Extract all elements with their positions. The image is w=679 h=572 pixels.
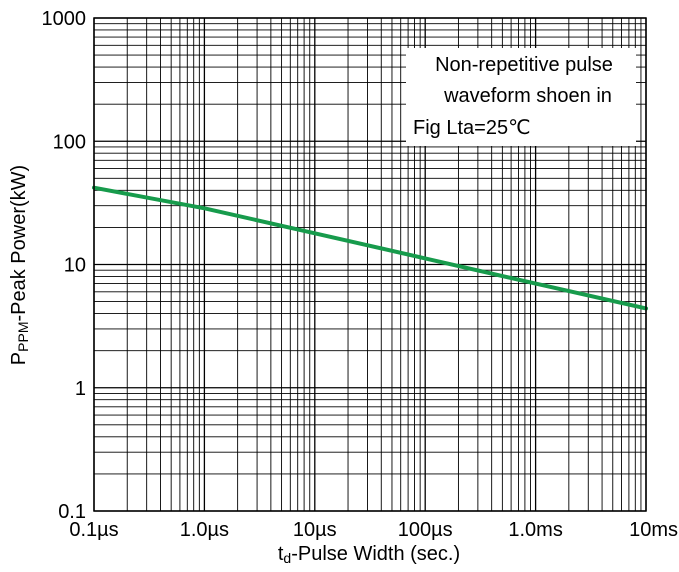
plot-frame — [93, 17, 647, 512]
annotation-box: Non-repetitive pulse waveform shoen in F… — [406, 48, 636, 146]
y-tick-labels: 0.1 1 10 100 1000 — [42, 8, 87, 523]
x-tick-label: 100µs — [398, 519, 453, 541]
series-layer — [92, 185, 648, 311]
x-tick-label: 1.0µs — [180, 519, 229, 541]
y-tick-label: 0.1 — [58, 501, 86, 523]
series-line — [92, 185, 648, 311]
y-tick-label: 10 — [64, 255, 86, 277]
x-tick-label: 10ms — [629, 519, 678, 541]
x-tick-label: 1.0ms — [508, 519, 562, 541]
x-axis-title: td-Pulse Width (sec.) — [278, 543, 460, 566]
x-tick-label: 10µs — [293, 519, 337, 541]
annotation-line-1: Non-repetitive pulse — [435, 54, 613, 76]
annotation-background — [406, 48, 636, 146]
y-tick-label: 1000 — [42, 8, 87, 30]
y-tick-label: 100 — [53, 131, 86, 153]
x-tick-label: 0.1µs — [69, 519, 118, 541]
x-tick-labels: 0.1µs 1.0µs 10µs 100µs 1.0ms 10ms — [69, 519, 678, 541]
y-tick-label: 1 — [75, 378, 86, 400]
y-axis-title: PPPM-Peak Power(kW) — [8, 165, 31, 365]
annotation-line-2: waveform shoen in — [443, 85, 612, 107]
annotation-line-3: Fig Lta=25℃ — [413, 117, 531, 139]
